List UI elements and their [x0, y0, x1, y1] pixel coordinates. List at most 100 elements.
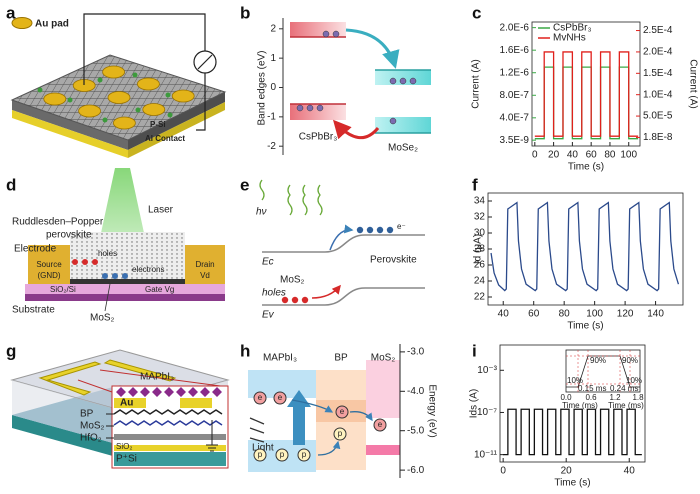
- material-label: CsPbBr₃: [299, 132, 338, 143]
- label: MoS₂: [280, 275, 305, 286]
- y-tick-label: 8.0E-7: [500, 90, 530, 101]
- inset-tick: 0.0: [560, 393, 572, 402]
- shape: [376, 226, 384, 234]
- label: holes: [98, 249, 117, 258]
- shape: [132, 72, 138, 78]
- mos2-layer: [70, 279, 185, 284]
- carrier-label: p: [258, 450, 263, 459]
- electrons: [102, 273, 128, 279]
- label: holes: [262, 288, 286, 299]
- y-tick-label: 10⁻³: [477, 365, 497, 376]
- axis-label: Energy (eV): [426, 384, 437, 437]
- light-waves: [259, 179, 323, 216]
- band-box: [290, 22, 346, 37]
- x-axis-label: Time (s): [568, 162, 604, 173]
- energy-tick-label: -5.0: [407, 425, 425, 436]
- y2-axis-label: Current (A): [687, 59, 698, 108]
- electrode: [103, 359, 177, 382]
- carriers: [296, 30, 417, 125]
- label: electrons: [132, 265, 164, 274]
- shape: [135, 107, 141, 113]
- shape: [333, 427, 347, 441]
- x-tick-label: 20: [561, 466, 573, 477]
- bp-layer: [113, 409, 223, 415]
- data-line: [534, 51, 639, 137]
- panel-b: Band edges (eV) CsPbBr₃ MoSe₂: [257, 18, 431, 155]
- shape: [389, 117, 397, 125]
- label: MoS₂: [371, 353, 396, 364]
- electrode: [185, 245, 225, 284]
- shape: [112, 273, 118, 279]
- energy-tick-label: -6.0: [407, 465, 425, 476]
- label: Drain: [195, 260, 214, 269]
- label: 10%: [626, 376, 642, 385]
- panel-label: b: [240, 3, 250, 22]
- panel-label: d: [6, 175, 16, 194]
- label: MAPbI₃: [140, 372, 174, 383]
- shape: [136, 77, 160, 91]
- panel-a-device: Au pad P-Si Al Contact: [10, 13, 227, 158]
- shape: [281, 296, 289, 304]
- holes: [281, 296, 309, 304]
- transfer-arrow: [333, 119, 380, 140]
- label: Vd: [200, 271, 210, 280]
- label: SiO₂: [116, 442, 132, 451]
- y-tick-label: 34: [474, 196, 486, 207]
- panel-g: MAPbI₃ Au BP MoS₂ HfO₂ SiO₂ P⁺Si: [10, 349, 230, 469]
- shape: [102, 273, 108, 279]
- carrier-label: e: [378, 420, 383, 429]
- x-axis-label: Time (s): [554, 478, 590, 489]
- carrier-label: e: [278, 393, 283, 402]
- label: Perovskite: [370, 255, 417, 266]
- shape: [92, 259, 98, 265]
- electrode: [38, 361, 102, 396]
- label: SiO₂/Si: [50, 285, 76, 294]
- label: 90%: [622, 356, 638, 365]
- y-tick-label: 1.6E-6: [500, 45, 530, 56]
- energy-tick-label: -3.0: [407, 347, 425, 358]
- y-tick-label: 10⁻⁷: [477, 407, 497, 418]
- label: Source: [36, 260, 62, 269]
- transfer-arrow: [349, 411, 373, 422]
- x-axis-label: Time (s): [567, 321, 603, 332]
- holes: [72, 259, 98, 265]
- label: MAPbI₃: [263, 353, 297, 364]
- shape: [253, 391, 267, 405]
- label: P-Si: [150, 120, 166, 129]
- cover-side: [12, 380, 120, 445]
- y-tick-label: 10⁻¹¹: [474, 449, 498, 460]
- label: 0.15 ms: [578, 384, 606, 393]
- y-tick-label: 2: [270, 23, 276, 34]
- y2-tick-label: 1.0E-4: [643, 89, 673, 100]
- x-tick-label: 80: [604, 150, 616, 161]
- x-tick-label: 100: [586, 309, 603, 320]
- hole-arrow: [311, 284, 341, 299]
- label: perovskite: [46, 230, 92, 241]
- y-axis-label: Ids (A): [469, 389, 480, 418]
- data-line: [534, 66, 639, 140]
- leader-lines: [106, 413, 114, 439]
- perovskite-crystals: [37, 72, 173, 123]
- y-tick-label: 2.0E-6: [500, 22, 530, 33]
- y2-tick-label: 2.0E-4: [643, 47, 673, 58]
- shape: [72, 259, 78, 265]
- al-layer: [12, 110, 128, 158]
- panel-label: h: [240, 341, 250, 360]
- slab-side: [12, 100, 128, 150]
- label: Gate Vg: [145, 285, 174, 294]
- label: Ec: [262, 257, 274, 268]
- shape: [296, 104, 304, 112]
- label: BP: [334, 353, 348, 364]
- label: Light: [252, 443, 274, 454]
- y-tick-label: 1.2E-6: [500, 67, 530, 78]
- shape: [297, 448, 311, 462]
- perovskite-layer: [70, 232, 185, 280]
- shape: [107, 91, 131, 104]
- x-tick-label: 60: [586, 150, 598, 161]
- carrier-label: e: [340, 407, 345, 416]
- band-region: [366, 360, 400, 418]
- x-tick-label: 80: [559, 309, 571, 320]
- y-tick-label: 4.0E-7: [500, 112, 530, 123]
- inset-axis-label: Time (ms): [562, 401, 598, 410]
